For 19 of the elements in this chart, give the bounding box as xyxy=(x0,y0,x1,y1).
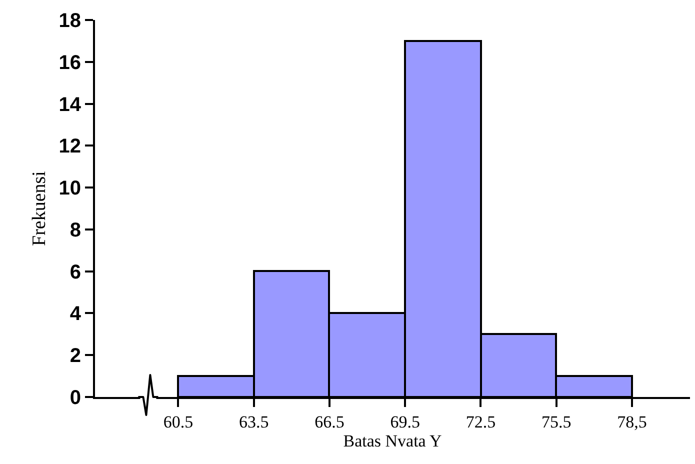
y-tick-label: 12 xyxy=(58,136,81,158)
y-axis-title: Frekuensi xyxy=(29,171,50,246)
y-tick-label: 14 xyxy=(58,94,82,116)
x-tick-label: 69.5 xyxy=(390,412,420,432)
x-tick-label: 63.5 xyxy=(238,412,269,432)
x-tick-label: 78,5 xyxy=(617,412,647,432)
x-tick-label: 75.5 xyxy=(542,412,572,432)
y-tick-label: 0 xyxy=(70,387,81,409)
y-tick-label: 2 xyxy=(70,345,81,368)
y-tick-label: 16 xyxy=(58,52,81,74)
y-tick-label: 4 xyxy=(70,303,82,326)
y-tick-label: 8 xyxy=(70,219,81,242)
x-axis-title: Batas Nvata Y xyxy=(343,431,442,450)
y-tick-label: 10 xyxy=(58,178,81,200)
y-tick-label: 6 xyxy=(70,261,81,284)
x-tick-label: 66.5 xyxy=(314,412,344,432)
y-tick-label: 18 xyxy=(58,10,81,32)
x-tick-label: 60.5 xyxy=(163,412,194,432)
x-tick-label: 72.5 xyxy=(466,412,496,432)
